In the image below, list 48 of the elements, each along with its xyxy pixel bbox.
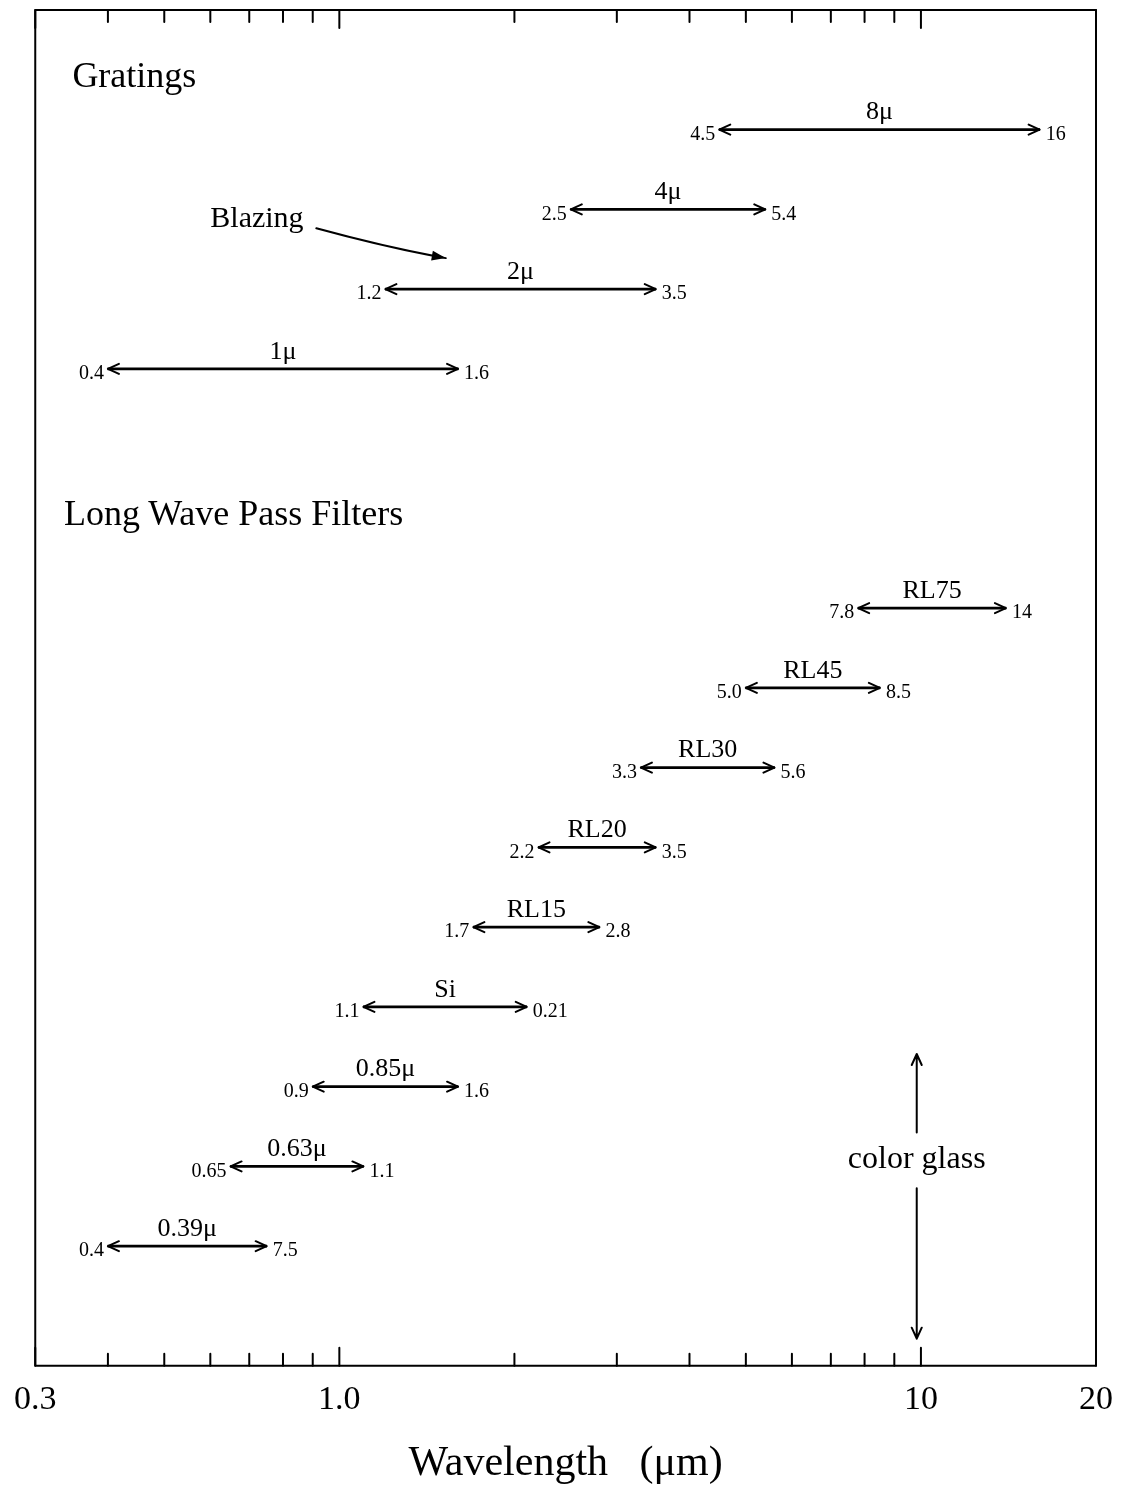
annotation: 0.4 <box>78 361 104 384</box>
x-tick-label: 10 <box>903 1379 938 1417</box>
y-tick-label: Si <box>434 973 456 1003</box>
annotation: 2.5 <box>541 201 567 224</box>
annotation: 5.6 <box>780 759 806 782</box>
annotation: 0.65 <box>191 1158 227 1181</box>
annotation: 1.1 <box>334 999 360 1022</box>
annotation: 7.5 <box>272 1238 298 1261</box>
y-tick-label: 0.85μ <box>355 1053 416 1083</box>
annotation: 0.4 <box>78 1238 104 1261</box>
x-axis-title: Wavelength (μm) <box>408 1437 723 1485</box>
annotation: Gratings <box>72 55 197 96</box>
annotation: 16 <box>1045 121 1066 144</box>
annotation: 2.2 <box>509 839 535 862</box>
annotation: 2.8 <box>605 919 631 942</box>
y-tick-label: 2μ <box>507 255 535 285</box>
annotation: 3.5 <box>661 281 687 304</box>
annotation: 1.1 <box>369 1158 395 1181</box>
annotation: color glass <box>847 1139 986 1176</box>
x-tick-label: 0.3 <box>14 1379 57 1417</box>
annotation: 1.6 <box>464 1078 490 1101</box>
y-tick-label: RL20 <box>567 814 627 844</box>
annotation: Long Wave Pass Filters <box>63 493 404 534</box>
annotation: 3.5 <box>661 839 687 862</box>
annotation: 5.0 <box>716 680 742 703</box>
annotation: 1.6 <box>464 361 490 384</box>
y-tick-label: 1μ <box>269 335 297 365</box>
annotation: 1.2 <box>356 281 382 304</box>
annotation: 0.9 <box>283 1078 309 1101</box>
annotation: 5.4 <box>771 201 797 224</box>
annotation: Blazing <box>210 199 304 233</box>
annotation: 3.3 <box>611 759 637 782</box>
annotation: 7.8 <box>829 600 855 623</box>
x-tick-label: 20 <box>1079 1379 1113 1417</box>
annotation: 8.5 <box>885 680 911 703</box>
y-tick-label: RL30 <box>678 734 738 764</box>
annotation: 14 <box>1011 600 1032 623</box>
y-tick-label: 0.39μ <box>157 1213 218 1242</box>
y-tick-label: 4μ <box>654 176 682 206</box>
y-tick-label: 8μ <box>865 96 893 126</box>
annotation: 1.7 <box>444 919 470 942</box>
y-tick-label: RL15 <box>506 893 566 923</box>
y-tick-label: 0.63μ <box>267 1133 327 1163</box>
annotation: 4.5 <box>690 121 716 144</box>
y-tick-label: RL75 <box>902 574 962 604</box>
y-tick-label: RL45 <box>783 654 843 684</box>
x-tick-label: 1.0 <box>318 1379 361 1417</box>
annotation: 0.21 <box>532 999 568 1022</box>
